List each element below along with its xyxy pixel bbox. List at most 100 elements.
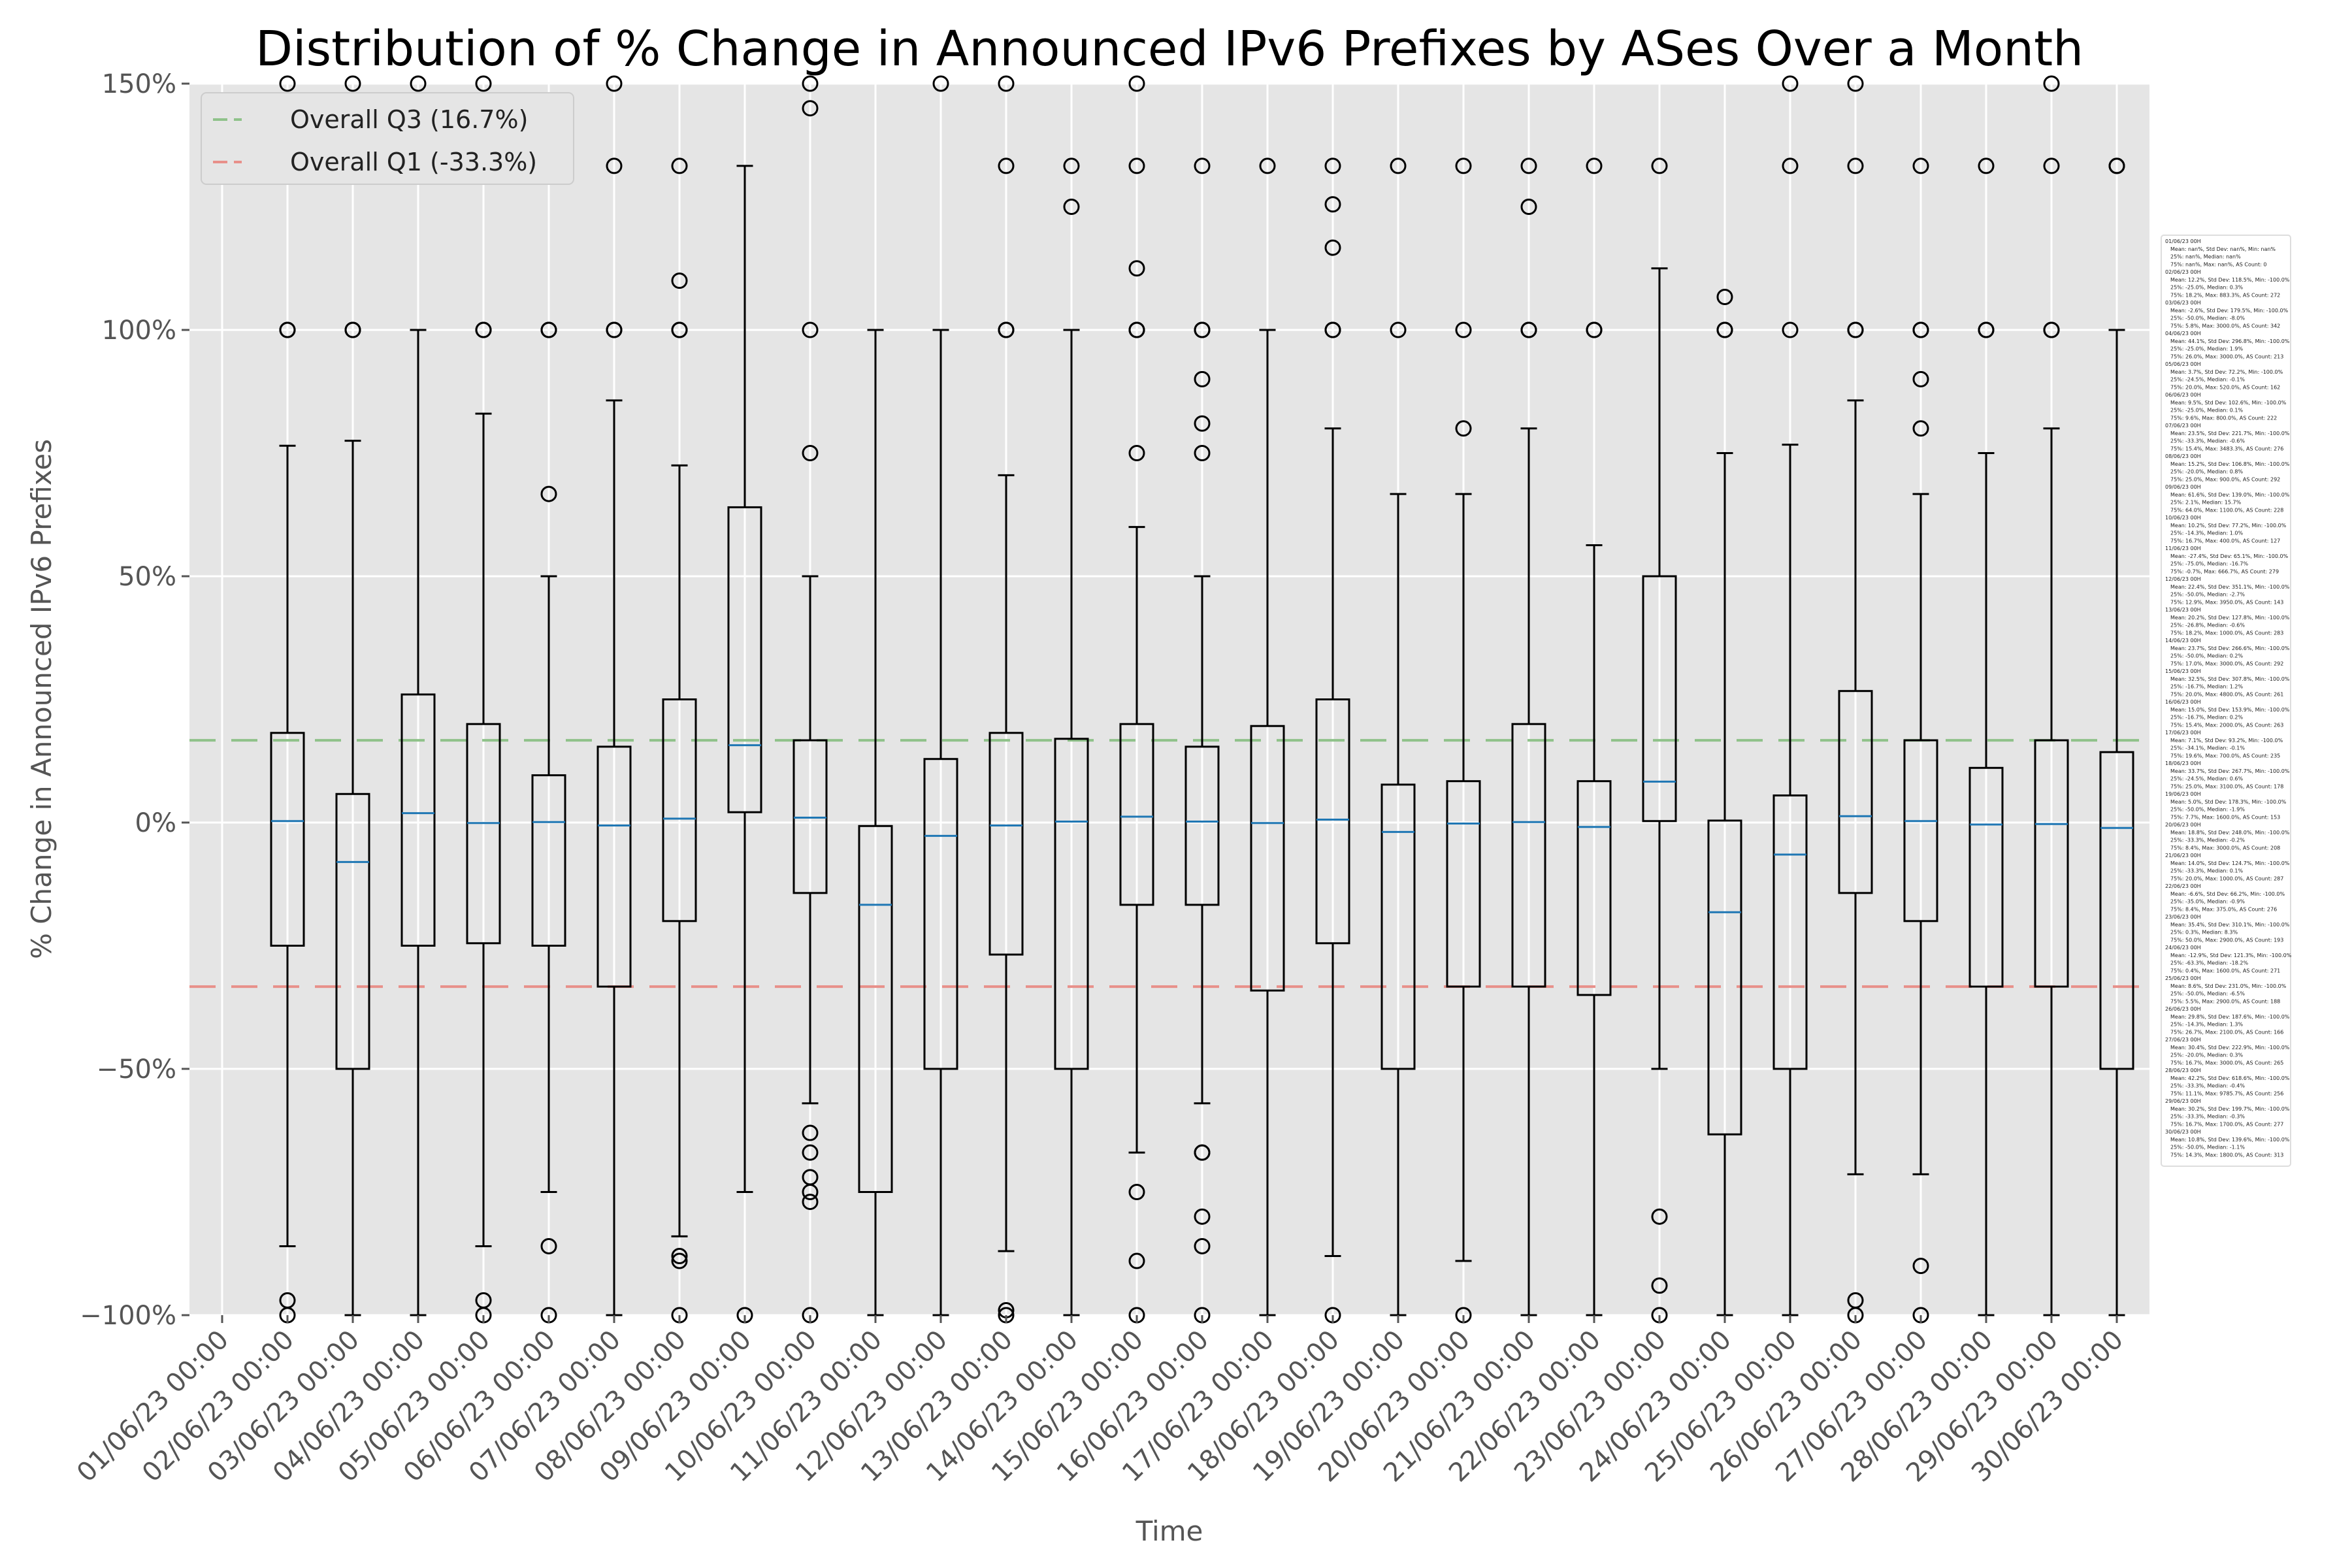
outlier-point [1128,75,1145,92]
stats-annotation-line: 15/06/23 00H [2165,668,2201,674]
outlier-point [1455,321,1472,338]
stats-annotation-line: Mean: -6.6%, Std Dev: 66.2%, Min: -100.0… [2170,891,2285,897]
y-axis-label: % Change in Announced IPv6 Prefixes [25,439,57,959]
stats-annotation-line: Mean: -12.9%, Std Dev: 121.3%, Min: -100… [2170,953,2292,958]
stats-annotation-line: 75%: 0.4%, Max: 1600.0%, AS Count: 271 [2170,968,2280,973]
stats-annotation-line: 25%: -14.3%, Median: 1.0% [2170,531,2243,536]
stats-annotation-line: 05/06/23 00H [2165,361,2201,367]
outlier-point [344,75,361,92]
box-iqr [1772,794,1808,1070]
stats-annotation-line: 06/06/23 00H [2165,392,2201,398]
legend-frame [201,92,574,185]
outlier-point [932,75,949,92]
box-12 [923,75,958,1316]
stats-annotation-line: 02/06/23 00H [2165,269,2201,275]
box-18 [1315,157,1350,1324]
outlier-point [802,1184,819,1200]
stats-annotation-line: 09/06/23 00H [2165,484,2201,490]
outlier-point [1063,157,1080,174]
stats-annotation-line: 25%: -33.3%, Median: 0.1% [2170,868,2243,874]
box-7 [596,75,632,1316]
outlier-point [1520,157,1537,174]
box-iqr [400,693,436,947]
stats-annotation-line: 01/06/23 00H [2165,238,2201,244]
stats-annotation-line: 25%: -50.0%, Median: -1.9% [2170,807,2245,813]
stats-annotation-line: Mean: 42.2%, Std Dev: 618.6%, Min: -100.… [2170,1075,2290,1081]
stats-annotation-line: 75%: 20.0%, Max: 1000.0%, AS Count: 287 [2170,875,2283,881]
outlier-point [1324,239,1341,256]
stats-annotation-frame [2161,235,2291,1167]
outlier-point [475,321,492,338]
outlier-point [1324,157,1341,174]
stats-annotation-line: 30/06/23 00H [2165,1129,2201,1135]
stats-annotation-line: Mean: -2.6%, Std Dev: 179.5%, Min: -100.… [2170,308,2289,314]
outlier-point [1912,321,1929,338]
stats-annotation-line: 18/06/23 00H [2165,760,2201,766]
stats-annotation-line: 75%: 11.1%, Max: 9785.7%, AS Count: 256 [2170,1090,2283,1096]
box-15 [1119,75,1154,1324]
x-axis-label: Time [1135,1515,1203,1547]
stats-annotation-line: 14/06/23 00H [2165,638,2201,644]
outlier-point [1912,420,1929,437]
legend: Overall Q3 (16.7%) Overall Q1 (-33.3%) [201,92,574,185]
stats-annotation-line: 16/06/23 00H [2165,699,2201,705]
stats-annotation-line: 75%: 20.0%, Max: 520.0%, AS Count: 162 [2170,384,2280,390]
outlier-point [671,157,688,174]
box-8 [662,157,697,1324]
box-14 [1054,157,1089,1316]
outlier-point [1847,157,1864,174]
outlier-point [1651,1208,1668,1225]
stats-annotation-line: Mean: 15.0%, Std Dev: 153.9%, Min: -100.… [2170,707,2290,713]
outlier-point [1324,196,1341,213]
stats-annotation-line: Mean: 61.6%, Std Dev: 139.0%, Min: -100.… [2170,492,2290,498]
stats-annotation-line: Mean: 22.4%, Std Dev: 351.1%, Min: -100.… [2170,584,2290,590]
outlier-point [802,445,819,461]
box-6 [531,321,566,1324]
plot-area [189,84,2149,1315]
outlier-point [279,75,296,92]
stats-annotation-line: 21/06/23 00H [2165,853,2201,858]
box-iqr [531,774,566,947]
outlier-point [671,1248,688,1265]
stats-annotation-line: Mean: 32.5%, Std Dev: 307.8%, Min: -100.… [2170,676,2290,682]
stats-annotation-line: 25%: -50.0%, Median: -8.0% [2170,316,2245,321]
stats-annotation-line: 25%: -33.3%, Median: -0.4% [2170,1083,2245,1089]
outlier-point [998,75,1015,92]
outlier-point [1128,260,1145,277]
stats-annotation-line: 25%: -35.0%, Median: -0.9% [2170,899,2245,905]
outlier-point [1390,321,1407,338]
stats-annotation-line: Mean: 18.8%, Std Dev: 248.0%, Min: -100.… [2170,830,2290,836]
stats-annotation-line: 75%: 14.3%, Max: 1800.0%, AS Count: 313 [2170,1152,2283,1158]
stats-annotation-line: 25%: 2.1%, Median: 15.7% [2170,500,2242,506]
outlier-point [540,321,557,338]
box-iqr [1576,780,1612,996]
box-19 [1380,157,1416,1316]
outlier-point [606,157,623,174]
stats-annotation-line: 75%: 8.4%, Max: 3000.0%, AS Count: 208 [2170,845,2280,851]
outlier-point [671,321,688,338]
stats-annotation-line: 75%: 9.6%, Max: 800.0%, AS Count: 222 [2170,415,2277,421]
box-series [270,75,2134,1324]
box-iqr [270,732,305,947]
stats-annotation-line: 75%: 26.0%, Max: 3000.0%, AS Count: 213 [2170,353,2283,359]
outlier-point [475,75,492,92]
box-iqr [596,745,632,988]
outlier-point [540,1237,557,1254]
stats-annotation-line: 19/06/23 00H [2165,791,2201,797]
stats-annotation-line: 25%: -14.3%, Median: 1.3% [2170,1022,2243,1028]
box-27 [1903,157,1938,1324]
box-28 [1968,157,2004,1316]
outlier-point [1194,321,1211,338]
box-iqr [662,698,697,923]
stats-annotation-line: Mean: 35.4%, Std Dev: 310.1%, Min: -100.… [2170,922,2290,928]
y-tick-label: 150% [102,69,176,99]
box-iqr [1184,745,1220,906]
y-tick-label: −100% [80,1301,176,1331]
box-iqr [1446,780,1481,988]
stats-annotation-line: Mean: 10.8%, Std Dev: 139.6%, Min: -100.… [2170,1137,2290,1143]
box-iqr [1838,690,1873,894]
y-tick-label: −50% [97,1054,176,1085]
stats-annotation-line: 25%: -25.0%, Median: 1.9% [2170,346,2243,352]
outlier-point [2108,157,2125,174]
